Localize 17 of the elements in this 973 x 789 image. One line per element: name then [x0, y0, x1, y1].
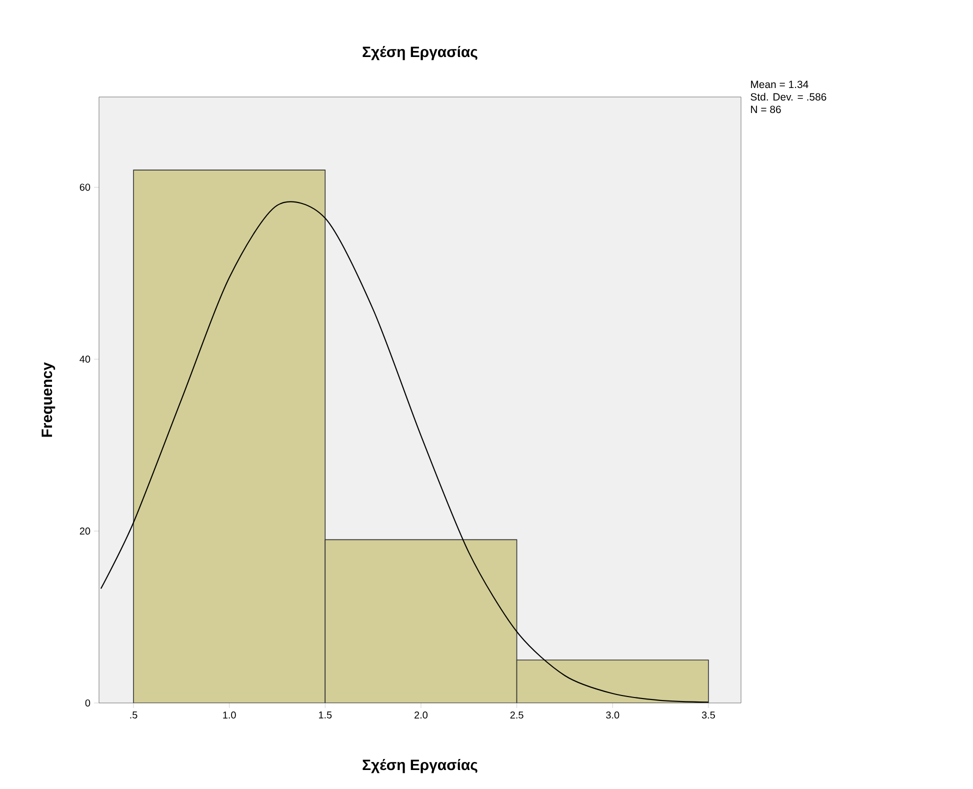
y-axis-title: Frequency — [42, 362, 56, 437]
x-tick-label: .5 — [130, 712, 138, 718]
x-tick-label: 1.5 — [318, 712, 332, 718]
y-tick-label: 20 — [80, 528, 90, 535]
x-tick-label: 2.5 — [510, 712, 524, 719]
x-tick-label: 1.0 — [223, 712, 236, 719]
x-tick-label: 2.0 — [414, 712, 428, 719]
x-tick-label: 3.5 — [702, 712, 715, 719]
text: N = 86 — [751, 106, 781, 114]
text: Std. Dev. = .586 — [750, 92, 826, 101]
y-tick-label: 40 — [80, 356, 90, 363]
y-tick-label: 60 — [80, 184, 90, 191]
x-tick-label: 3.0 — [606, 712, 620, 719]
chart-title: Σχέση Εργασίας — [362, 46, 478, 60]
text: Mean = 1.34 — [751, 80, 808, 88]
x-axis-title: Σχέση Εργασίας — [362, 758, 478, 774]
y-tick-label: 0 — [85, 699, 90, 707]
